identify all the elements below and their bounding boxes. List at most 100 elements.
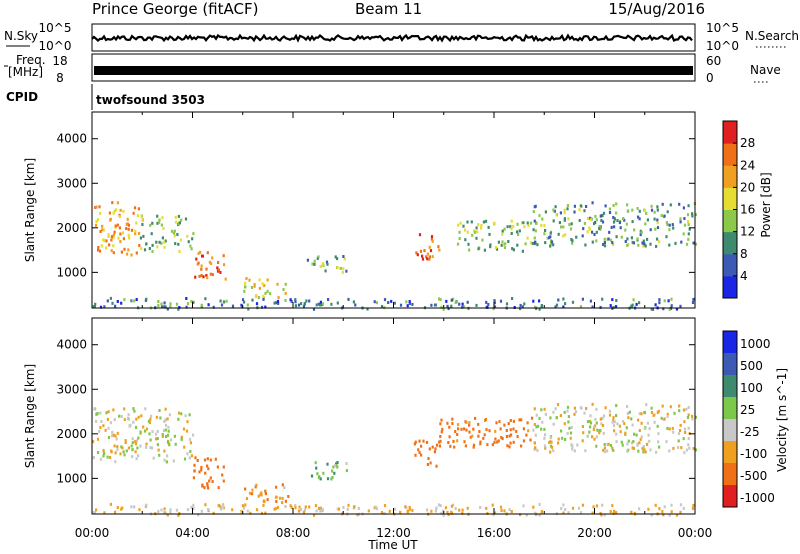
echo-cell (163, 449, 166, 453)
echo-cell (475, 236, 478, 240)
echo-cell (626, 203, 629, 207)
echo-cell (602, 211, 606, 215)
echo-cell (322, 262, 325, 266)
echo-cell (598, 431, 601, 435)
velocity-colorbar-tick-label: -25 (740, 425, 760, 439)
echo-cell (404, 505, 407, 509)
echo-cell (164, 418, 167, 422)
echo-cell (186, 452, 189, 456)
echo-cell (468, 248, 471, 252)
echo-cell (453, 445, 456, 449)
velocity-colorbar-swatch (723, 441, 737, 464)
echo-cell (691, 214, 694, 218)
echo-cell (105, 411, 108, 415)
echo-cell (670, 510, 673, 514)
echo-cell (99, 230, 102, 233)
echo-cell (687, 237, 690, 241)
echo-cell (126, 217, 129, 221)
echo-cell (123, 418, 126, 422)
echo-cell (611, 241, 614, 245)
echo-cell (120, 415, 123, 418)
echo-cell (241, 305, 244, 309)
echo-cell (638, 507, 641, 511)
echo-cell (201, 484, 204, 488)
echo-cell (533, 407, 536, 411)
y-tick-label: 2000 (56, 427, 87, 441)
echo-cell (616, 422, 619, 426)
echo-cell (552, 208, 555, 212)
echo-cell (468, 430, 471, 434)
echo-cell (615, 511, 618, 515)
echo-cell (174, 242, 177, 246)
velocity-colorbar-label-text: Velocity [m s^-1] (775, 368, 789, 472)
echo-cell (175, 220, 178, 224)
echo-cell (120, 445, 123, 449)
echo-cell (304, 505, 307, 509)
echo-cell (94, 206, 97, 209)
echo-cell (434, 303, 437, 307)
echo-cell (164, 423, 168, 427)
echo-cell (571, 447, 574, 451)
echo-cell (570, 238, 573, 241)
echo-cell (585, 205, 588, 208)
echo-cell (184, 414, 187, 418)
time-axis-label: Time UT (367, 538, 418, 552)
echo-cell (162, 429, 166, 432)
echo-cell (172, 459, 175, 463)
velocity-colorbar-swatch (723, 375, 737, 398)
echo-cell (148, 247, 151, 250)
echo-cell (456, 439, 459, 443)
echo-cell (567, 217, 570, 221)
echo-cell (176, 233, 179, 236)
power-colorbar-swatch (723, 275, 737, 299)
power-colorbar-swatch (723, 209, 737, 233)
echo-cell (133, 206, 137, 210)
echo-cell (484, 418, 487, 421)
echo-cell (571, 506, 575, 510)
echo-cell (204, 297, 207, 301)
echo-cell (666, 426, 669, 430)
echo-cell (504, 242, 507, 246)
echo-cell (563, 208, 566, 212)
echo-cell (601, 424, 605, 427)
echo-cell (677, 439, 680, 443)
echo-cell (155, 437, 158, 441)
echo-cell (655, 244, 658, 248)
echo-cell (200, 303, 203, 307)
echo-cell (320, 508, 323, 512)
echo-cell (595, 444, 598, 448)
echo-cell (212, 511, 215, 515)
echo-cell (145, 297, 148, 301)
echo-cell (335, 464, 338, 468)
echo-cell (644, 222, 647, 226)
echo-cell (437, 297, 441, 301)
echo-cell (203, 458, 207, 462)
echo-cell (563, 422, 566, 426)
echo-cell (108, 243, 111, 247)
echo-cell (207, 508, 210, 511)
echo-cell (525, 433, 528, 437)
echo-cell (284, 499, 287, 503)
echo-cell (686, 416, 690, 419)
echo-cell (245, 497, 249, 501)
power-echo-cells (92, 201, 698, 311)
echo-cell (608, 207, 611, 211)
echo-cell (278, 496, 282, 500)
echo-cell (603, 244, 607, 248)
echo-cell (269, 292, 272, 296)
echo-cell (419, 249, 423, 253)
nsky-tick-bottom-right: 10^0 (706, 39, 739, 53)
echo-cell (452, 439, 455, 443)
echo-cell (544, 412, 547, 416)
echo-cell (612, 204, 615, 207)
echo-cell (243, 300, 246, 304)
echo-cell (493, 511, 497, 515)
echo-cell (434, 447, 437, 451)
echo-cell (493, 301, 496, 305)
echo-cell (219, 299, 222, 303)
echo-cell (167, 429, 170, 433)
echo-cell (656, 221, 659, 225)
echo-cell (522, 427, 525, 431)
echo-cell (126, 416, 130, 420)
echo-cell (112, 251, 115, 255)
